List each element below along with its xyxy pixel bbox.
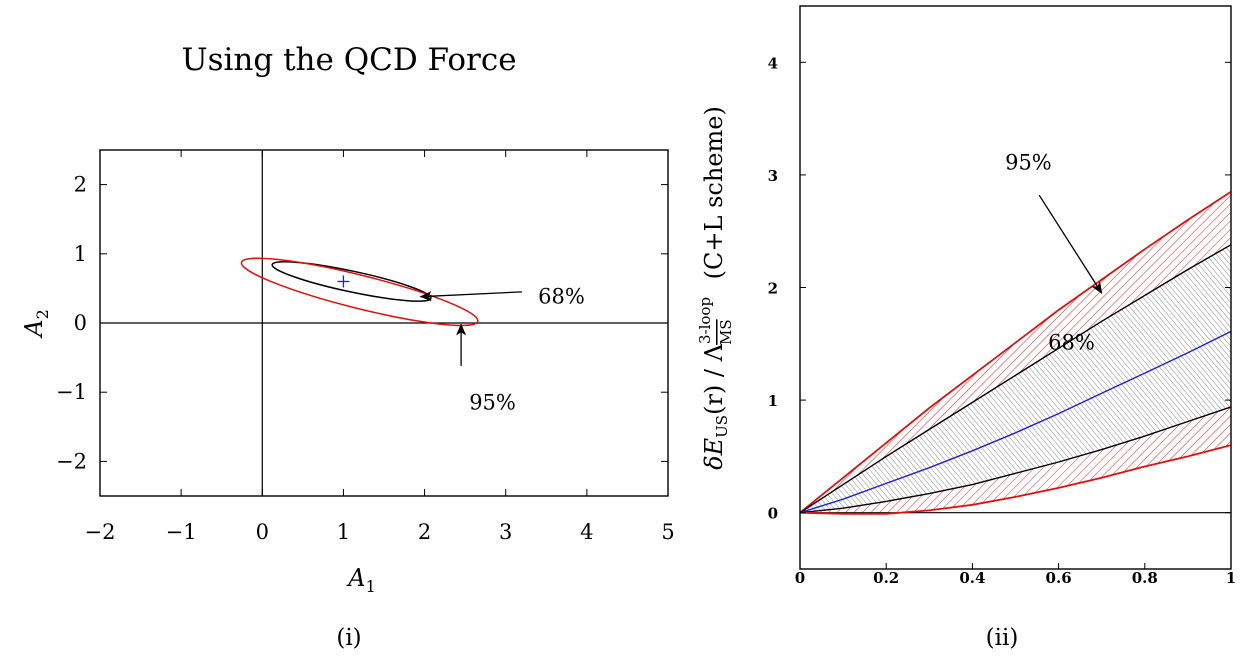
x-tick-label: 5 [661,520,674,544]
ylabel-mid: (r) / [700,361,728,415]
x-tick-label: 3 [499,520,512,544]
x-tick-label-ii: 0.6 [1046,569,1072,587]
panel-i: Using the QCD Force 68% 95% −2 −1 0 1 2 3 4 5 2 1… [20,42,675,651]
y-axis-label-i: A2 [20,309,52,339]
panel-label-i: (i) [336,625,361,651]
band-curves [799,191,1232,515]
confidence-bands [800,191,1231,514]
y-tick-label: −2 [56,449,87,473]
annotation-label-ii-0: 95% [1005,150,1052,174]
annotation-label-ii-1: 68% [1048,330,1095,354]
annotation-arrow-0 [419,291,522,302]
y-tick-label-ii: 2 [768,280,778,298]
y-axis-ticks-ii: 0 1 2 3 4 [768,54,1231,523]
zero-lines [100,150,668,496]
y-tick-label-ii: 4 [768,54,778,72]
y-axis-label-ii: δEUS(r) / Λ3-loop MS (C+L scheme) [696,106,735,470]
curve-central [799,330,1232,514]
x-tick-label-ii: 1 [1226,569,1236,587]
ylabel-lambda-sup: 3-loop [696,297,714,344]
ylabel-scheme: (C+L scheme) [700,106,728,279]
x-axis-label-i: A1 [346,564,376,596]
x-tick-label: 4 [580,520,593,544]
ylabel-e-sub: US [713,415,731,438]
ylabel-lambda: Λ [700,343,728,362]
x-tick-label-ii: 0.8 [1132,569,1158,587]
ylabel-delta: δ [700,455,728,469]
curve-68-lower [799,406,1232,514]
curve-95-lower [799,444,1232,515]
y-tick-label-ii: 1 [768,392,778,410]
annotation-label-0: 68% [538,285,585,309]
annotation-label-1: 95% [469,391,516,415]
x-axis-label-sub: 1 [366,577,376,596]
x-tick-label-ii: 0 [795,569,805,587]
x-axis-label-main: A [346,564,365,592]
y-axis-label-sub: 2 [33,309,52,319]
x-tick-label-ii: 0.4 [959,569,985,587]
annotation-arrow-ii-0 [1038,194,1103,294]
y-axis-ticks: 2 1 0 −1 −2 [56,173,668,473]
contour-annotations: 68% 95% [419,285,585,415]
band-68pct [800,244,1231,513]
y-tick-label-ii: 3 [768,167,778,185]
panel-label-ii: (ii) [986,625,1019,651]
y-axis-label-main: A [20,319,48,338]
ylabel-lambda-sub: MS [717,319,735,345]
x-tick-label: −2 [85,520,116,544]
ylabel-e: E [700,437,728,456]
figure-title: Using the QCD Force [181,42,516,78]
x-axis-ticks-ii: 0 0.2 0.4 0.6 0.8 1 [795,563,1236,587]
best-fit-markers [337,275,350,288]
panel-ii: 95% 68% 0 0.2 0.4 0.6 0.8 1 0 1 2 3 4 δEUS(r) / Λ3… [696,5,1236,651]
contour-95pct [240,257,479,327]
x-tick-label: 1 [337,520,350,544]
band-annotations: 95% 68% [1005,150,1103,354]
contour-68pct [271,261,432,302]
x-tick-label: −1 [166,520,197,544]
confidence-contours [240,257,479,327]
y-tick-label: −1 [56,380,87,404]
y-tick-label: 2 [74,173,87,197]
y-tick-label-ii: 0 [768,505,778,523]
x-tick-label-ii: 0.2 [873,569,899,587]
x-tick-label: 0 [256,520,269,544]
x-tick-label: 2 [418,520,431,544]
x-axis-ticks: −2 −1 0 1 2 3 4 5 [85,150,675,544]
curve-95-upper [799,191,1232,514]
curve-68-upper [799,244,1232,514]
y-tick-label: 1 [74,242,87,266]
y-tick-label: 0 [74,311,87,335]
